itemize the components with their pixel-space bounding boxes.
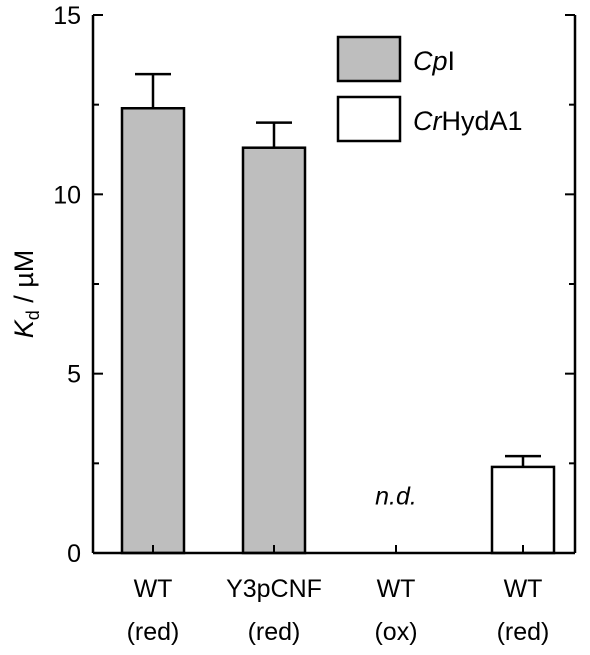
bars-layer [120,107,556,555]
annotations: n.d. [375,483,417,511]
x-axis-categories: WT (red) Y3pCNF (red) WT (ox) WT (red) [127,545,550,646]
category-label-3-line2: (red) [497,618,550,646]
annotation-nd: n.d. [375,483,417,511]
legend-swatch-1 [336,95,402,143]
bar-0 [120,107,186,555]
error-bars-layer [135,72,541,467]
y-tick-label-15: 15 [53,2,81,30]
legend-label-0: CpI [413,46,455,76]
y-axis: 0 5 10 15 [53,2,575,568]
bar-2 [490,465,556,555]
category-label-0-line2: (red) [127,618,180,646]
y-tick-label-5: 5 [67,361,81,389]
y-tick-label-10: 10 [53,181,81,209]
y-axis-label: Kd / µM [9,250,43,339]
category-label-3-line1: WT [504,575,543,603]
category-label-0-line1: WT [134,575,173,603]
category-label-2-line1: WT [377,575,416,603]
y-tick-label-0: 0 [67,540,81,568]
category-label-2-line2: (ox) [374,618,417,646]
legend: CpI CrHydA1 [336,35,523,143]
legend-swatch-0 [336,35,402,83]
category-label-1-line2: (red) [248,618,301,646]
category-label-1-line1: Y3pCNF [226,575,322,603]
legend-label-1: CrHydA1 [413,106,523,136]
bar-1 [241,146,307,555]
